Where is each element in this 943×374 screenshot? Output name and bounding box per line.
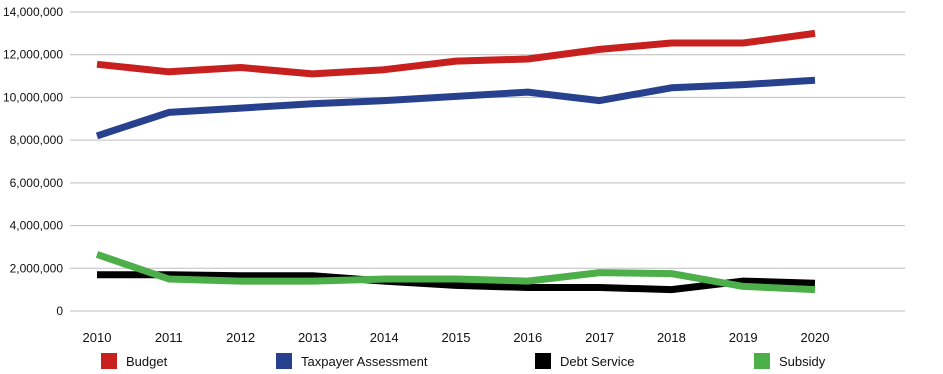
y-tick-label: 14,000,000 — [3, 5, 63, 19]
y-tick-label: 10,000,000 — [3, 90, 63, 104]
series-line-taxpayer-assessment — [95, 76, 816, 140]
legend-label: Subsidy — [779, 353, 826, 369]
legend-swatch — [276, 353, 292, 369]
x-tick-label: 2018 — [657, 330, 686, 345]
x-tick-label: 2010 — [83, 330, 112, 345]
legend-label: Debt Service — [560, 353, 635, 369]
x-tick-label: 2015 — [442, 330, 471, 345]
series-line-budget — [96, 29, 816, 78]
series-line-debt-service — [97, 271, 816, 294]
y-tick-label: 6,000,000 — [10, 176, 64, 190]
x-tick-label: 2011 — [155, 330, 183, 345]
legend-item-debt-service: Debt Service — [535, 353, 634, 369]
legend-item-taxpayer-assessment: Taxpayer Assessment — [276, 353, 427, 369]
x-tick-label: 2013 — [298, 330, 327, 345]
x-tick-label: 2014 — [370, 330, 399, 345]
legend-swatch — [535, 353, 551, 369]
x-tick-label: 2012 — [226, 330, 255, 345]
y-tick-label: 8,000,000 — [10, 133, 64, 147]
x-tick-label: 2016 — [513, 330, 542, 345]
x-axis-ticks: 2010 2011 2012 2013 2014 2015 2016 2017 2018 2019… — [83, 330, 830, 345]
x-tick-label: 2019 — [729, 330, 758, 345]
x-tick-label: 2017 — [585, 330, 614, 345]
legend: Budget Taxpayer Assessment Debt Service Sub… — [0, 353, 943, 373]
legend-item-subsidy: Subsidy — [754, 353, 825, 369]
legend-item-budget: Budget — [101, 353, 167, 369]
y-tick-label: 12,000,000 — [3, 48, 63, 62]
y-tick-label: 4,000,000 — [10, 219, 64, 233]
y-axis-ticks: 0 2,000,000 4,000,000 6,000,000 8,000,000 10,… — [3, 5, 63, 318]
series-line-subsidy — [95, 251, 816, 294]
legend-label: Budget — [126, 353, 168, 369]
legend-swatch — [754, 353, 770, 369]
series-lines — [95, 29, 816, 294]
line-chart: 0 2,000,000 4,000,000 6,000,000 8,000,000 10,… — [3, 5, 905, 345]
y-tick-label: 0 — [56, 304, 63, 318]
legend-swatch — [101, 353, 117, 369]
y-tick-label: 2,000,000 — [10, 261, 64, 275]
legend-label: Taxpayer Assessment — [301, 353, 428, 369]
x-tick-label: 2020 — [801, 330, 830, 345]
